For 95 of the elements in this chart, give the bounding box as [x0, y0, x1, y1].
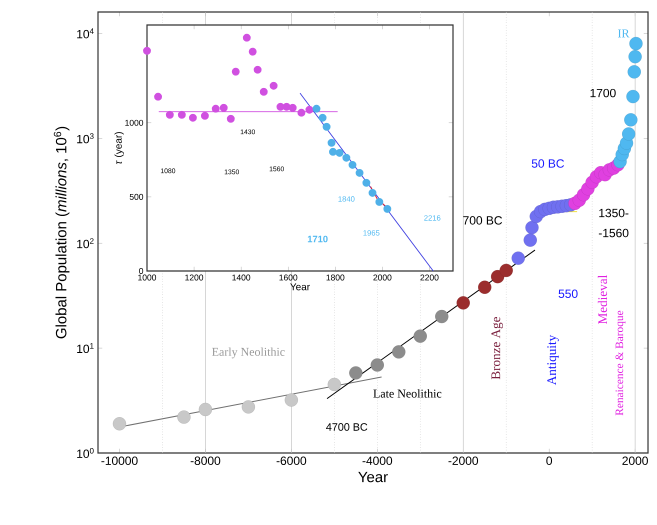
point	[242, 34, 251, 42]
y-tick-label: 1000	[125, 120, 144, 126]
y-tick-label: 10$^{0}$	[77, 448, 94, 458]
x-tick-label: 1800	[326, 274, 344, 281]
point	[328, 378, 341, 392]
x-tick-label: 2000	[373, 274, 392, 281]
point	[500, 264, 513, 278]
point	[456, 296, 470, 310]
point	[242, 400, 256, 414]
y-tick-label: 10$^{3}$	[77, 133, 94, 144]
x-tick-label: -6000	[276, 456, 306, 465]
point	[284, 393, 298, 407]
x-tick-label: 0	[546, 456, 552, 465]
x-tick-label: 1600	[279, 274, 298, 281]
annotation: 4700 BC	[326, 423, 368, 431]
point	[624, 113, 638, 126]
point	[178, 110, 186, 119]
annotation: Late Neolithic	[373, 389, 442, 398]
x-tick-label: -4000	[362, 456, 392, 465]
point	[322, 122, 331, 131]
x-tick-label: -8000	[190, 456, 220, 465]
x-tick-label: 1400	[232, 274, 250, 281]
annotation: 1350-	[599, 208, 628, 218]
annotation: -1560	[598, 228, 628, 238]
point	[177, 410, 191, 424]
x-tick-label: 1000	[138, 274, 156, 281]
annotation: Antiquity	[547, 334, 559, 386]
point	[312, 104, 320, 113]
x-tick-label: -10000	[101, 456, 138, 465]
point	[212, 104, 220, 113]
y-tick-label: 0	[139, 268, 144, 274]
point	[392, 345, 406, 359]
point	[143, 46, 151, 55]
x-tick-label: -2000	[448, 456, 478, 465]
point	[254, 66, 262, 74]
point	[368, 188, 376, 197]
point	[166, 110, 174, 119]
point	[154, 92, 162, 101]
annotation: Early Neolithic	[212, 347, 285, 358]
point	[342, 154, 350, 162]
point	[383, 204, 392, 213]
point	[270, 82, 278, 90]
x-tick-label: 2200	[420, 274, 439, 281]
y-axis-title: τ (year)	[114, 132, 124, 164]
annotation: 50 BC	[532, 159, 564, 168]
point	[349, 366, 362, 380]
y-axis-title: Global Population (millions, 10$^{6}$)	[54, 126, 70, 338]
point	[628, 65, 641, 78]
x-tick-label: 1200	[185, 274, 204, 281]
annotation: Bronze Age	[491, 316, 503, 380]
point	[328, 138, 336, 147]
point	[512, 252, 525, 265]
point	[220, 104, 228, 112]
y-tick-label: 10$^{4}$	[77, 28, 94, 38]
point	[248, 48, 257, 56]
point	[232, 68, 240, 76]
point	[260, 88, 268, 96]
point	[356, 168, 364, 177]
x-axis-title: Year	[358, 472, 388, 482]
point	[329, 148, 337, 156]
y-tick-label: 10$^{2}$	[77, 238, 94, 248]
x-tick-label: 2000	[622, 456, 648, 465]
point	[414, 330, 427, 343]
x-axis-title: Year	[290, 283, 310, 290]
point	[629, 36, 643, 50]
point	[622, 127, 636, 141]
point	[362, 178, 370, 187]
point	[198, 402, 212, 416]
annotation: 1710	[308, 236, 328, 242]
point	[297, 108, 306, 117]
annotation: 1700	[590, 88, 616, 98]
annotation: 700 BC	[463, 216, 502, 225]
y-tick-label: 500	[130, 194, 144, 200]
point	[348, 160, 356, 169]
point	[200, 112, 209, 120]
point	[435, 310, 448, 324]
annotation: IR	[618, 29, 630, 38]
point	[370, 358, 384, 372]
annotation: 550	[558, 289, 578, 298]
point	[336, 148, 344, 157]
point	[524, 233, 537, 247]
point	[226, 114, 235, 123]
point	[478, 280, 492, 294]
point	[525, 220, 539, 234]
point	[288, 104, 297, 112]
annotation: Renaicence & Baroque	[616, 310, 626, 416]
y-tick-label: 10$^{1}$	[77, 343, 94, 354]
point	[375, 198, 384, 206]
point	[305, 106, 314, 114]
point	[112, 417, 126, 430]
point	[628, 50, 642, 64]
point	[626, 90, 640, 104]
annotation: Medieval	[598, 275, 608, 324]
point	[318, 114, 327, 122]
point	[188, 114, 197, 122]
